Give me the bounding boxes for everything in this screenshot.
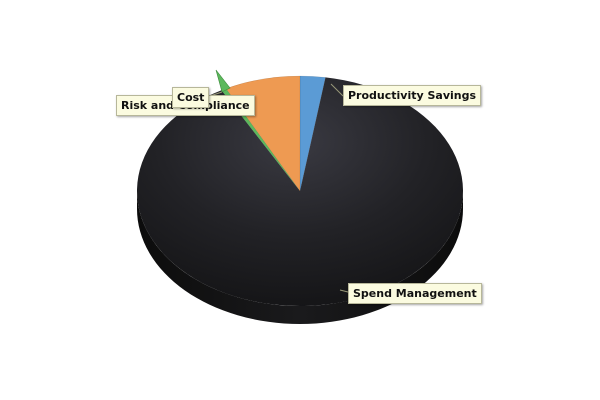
pie-slice-spend-management [137, 77, 463, 307]
slice-label-productivity-savings: Productivity Savings [343, 85, 482, 106]
pie-slice-productivity-savings [299, 75, 326, 192]
slice-label-cost: Cost [172, 87, 210, 108]
leader-line-2 [330, 83, 344, 97]
pie-slice-risk-and-compliance-exploded [215, 69, 231, 93]
slice-label-spend-management: Spend Management [348, 283, 482, 304]
